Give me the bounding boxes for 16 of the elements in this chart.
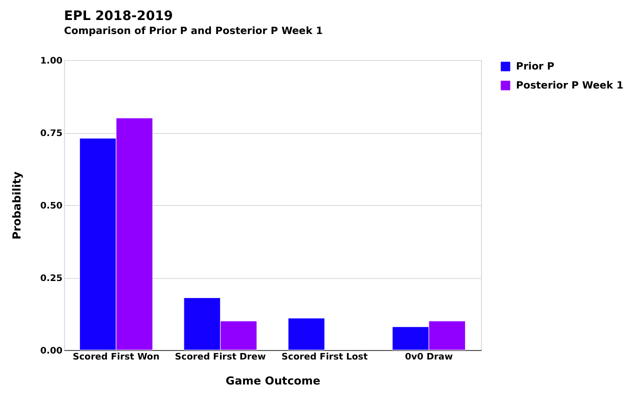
y-tick-label: 1.00 [40,56,62,66]
y-tick-label: 0.25 [40,274,62,284]
bar [288,318,325,350]
chart-subtitle: Comparison of Prior P and Posterior P Week 1 [64,26,323,37]
x-axis-title: Game Outcome [226,374,320,388]
y-tick-label: 0.75 [40,129,62,139]
x-tick-label: Scored First Drew [174,352,266,362]
x-tick-label: Scored First Won [72,352,160,362]
x-tick-label: 0v0 Draw [404,352,453,362]
y-axis-title: Probability [10,172,24,240]
chart-title: EPL 2018-2019 [64,9,173,24]
y-tick-label: 0.00 [40,346,62,356]
x-tick-label: Scored First Lost [282,352,368,362]
y-tick-label: 0.50 [40,202,62,212]
legend-label: Prior P [516,62,554,72]
legend-label: Posterior P Week 1 [516,80,624,92]
